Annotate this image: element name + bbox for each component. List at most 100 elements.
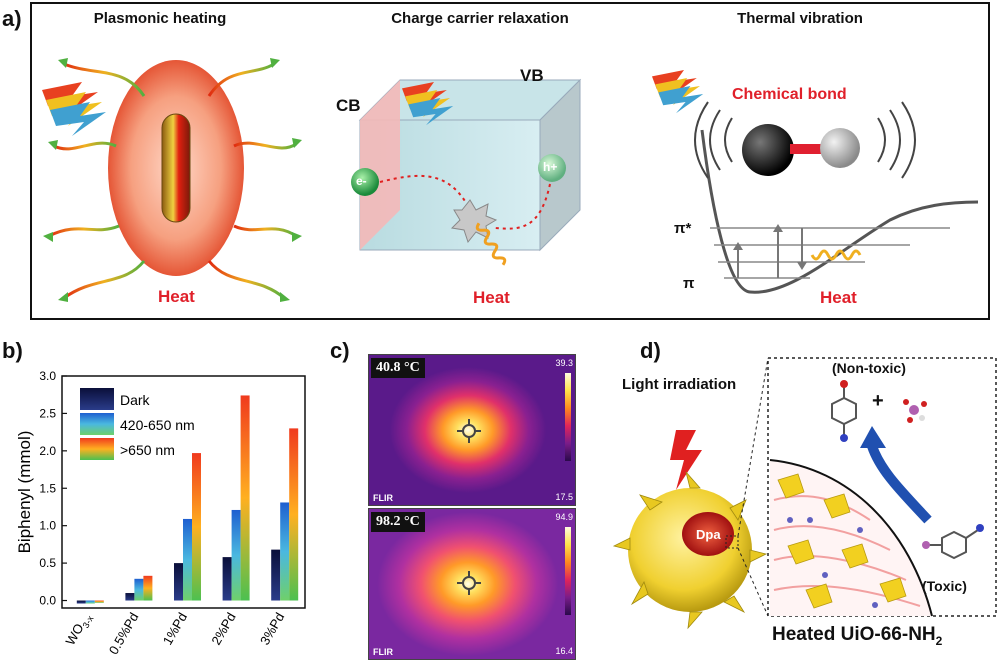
nontoxic-molecule: [831, 386, 857, 436]
crosshair-icon: [457, 571, 481, 595]
plot-frame: [61, 375, 306, 609]
bar: [280, 502, 290, 601]
scale-min: 16.4: [555, 646, 573, 656]
light-bolt-icon: [652, 70, 704, 114]
lightning-bolt-icon: [670, 430, 702, 490]
electron-label: e-: [356, 174, 367, 188]
bar: [192, 453, 201, 601]
panel-a-label: a): [2, 6, 22, 31]
vb-label: VB: [520, 66, 544, 85]
y-tick-label: 1.0: [39, 519, 56, 533]
scale-min: 17.5: [555, 492, 573, 502]
cb-edge: [360, 80, 400, 250]
dpa-label: Dpa: [696, 527, 721, 542]
bar: [289, 428, 299, 601]
bar: [183, 518, 192, 601]
cb-label: CB: [336, 96, 361, 115]
mof-lattice: [769, 459, 933, 617]
energy-levels: [710, 227, 950, 279]
charge-heat-label: Heat: [473, 288, 510, 307]
bar: [94, 600, 104, 603]
y-tick-label: 0.5: [39, 556, 56, 570]
bond-stick: [790, 144, 830, 154]
electron-path: [379, 174, 471, 211]
temperature-readout: 98.2 °C: [371, 512, 425, 532]
transition-arrows: [737, 228, 803, 278]
panel-d-label: d): [640, 338, 661, 363]
temperature-scale-bar: [565, 373, 571, 461]
y-tick-label: 0.0: [39, 594, 56, 608]
bar: [240, 395, 250, 601]
hole-label: h+: [543, 160, 558, 174]
caption-subscript: 2: [935, 633, 943, 648]
electron-sphere: [351, 168, 379, 196]
vibration-arcs: [694, 101, 916, 179]
bar: [125, 593, 135, 601]
toxic-molecule: [928, 529, 979, 560]
flir-logo: FLIR: [373, 493, 393, 503]
plasmonic-heat-label: Heat: [158, 287, 195, 306]
bar: [222, 557, 232, 601]
bar: [174, 563, 183, 601]
flir-logo: FLIR: [373, 647, 393, 657]
chemical-bond-label: Chemical bond: [732, 86, 847, 103]
thermal-vibration-illustration: [652, 70, 979, 294]
toxic-label: (Toxic): [922, 578, 967, 594]
temperature-readout: 40.8 °C: [371, 358, 425, 378]
bar: [143, 575, 153, 601]
plasmonic-illustration: [42, 58, 302, 302]
temperature-scale-bar: [565, 527, 571, 615]
legend-swatch: [80, 438, 114, 460]
bar: [85, 600, 95, 604]
biphenyl-bar-chart: 0.0 0.5 1.0 1.5 2.0 2.5 3.0 Biphenyl (mmol) WO3…: [15, 369, 306, 657]
scale-max: 39.3: [555, 358, 573, 368]
small-molecule: [903, 399, 927, 423]
pi-label: π: [683, 275, 695, 292]
x-tick-label: 3%Pd: [257, 610, 287, 648]
plasmonic-heating-title: Plasmonic heating: [93, 10, 227, 27]
panel-b-label: b): [2, 338, 23, 363]
x-tick-label: 1%Pd: [160, 610, 190, 648]
atom-grey: [820, 128, 860, 168]
bar: [231, 509, 241, 601]
hole-sphere: [538, 154, 566, 182]
heat-wave: [475, 222, 507, 266]
nontoxic-label: (Non-toxic): [832, 360, 906, 376]
thermal-image-top: 40.8 °C 39.3 17.5 FLIR: [368, 354, 576, 506]
bar: [271, 549, 281, 601]
caption-main: Heated UiO-66-NH: [772, 624, 936, 645]
x-tick-label: 2%Pd: [208, 610, 238, 648]
thermal-heat-label: Heat: [820, 288, 857, 307]
y-tick-label: 3.0: [39, 369, 56, 383]
light-bolt-icon: [42, 82, 106, 136]
legend-label: >650 nm: [120, 442, 175, 458]
scale-max: 94.9: [555, 512, 573, 522]
atom-black: [742, 124, 794, 176]
bar: [76, 600, 86, 604]
conversion-arrow: [867, 444, 932, 524]
light-irradiation-label: Light irradiation: [622, 376, 737, 393]
heat-wave-arrows: [48, 62, 297, 300]
panel-c-label: c): [330, 338, 350, 363]
pi-star-label: π*: [674, 220, 692, 237]
heated-uio-caption: Heated UiO-66-NH2: [772, 624, 942, 648]
thermal-image-bottom: 98.2 °C 94.9 16.4 FLIR: [368, 508, 576, 660]
zoom-source: [725, 535, 739, 549]
nanorod: [161, 113, 191, 223]
y-axis-label: Biphenyl (mmol): [15, 431, 34, 554]
y-tick-label: 2.0: [39, 444, 56, 458]
mof-illustration: [612, 357, 997, 630]
y-tick-label: 2.5: [39, 406, 56, 420]
legend-swatch: [80, 388, 114, 410]
light-bolt-icon: [402, 82, 454, 126]
x-tick-label: 0.5%Pd: [106, 610, 142, 657]
potential-curve: [700, 129, 979, 294]
legend-swatch: [80, 413, 114, 435]
charge-relaxation-title: Charge carrier relaxation: [391, 10, 569, 27]
y-tick-label: 1.5: [39, 481, 56, 495]
legend-label: 420-650 nm: [120, 417, 195, 433]
legend-label: Dark: [120, 392, 151, 408]
arrowheads: [43, 58, 302, 302]
spiky-sphere: [612, 471, 768, 630]
thermal-vibration-title: Thermal vibration: [737, 10, 863, 27]
